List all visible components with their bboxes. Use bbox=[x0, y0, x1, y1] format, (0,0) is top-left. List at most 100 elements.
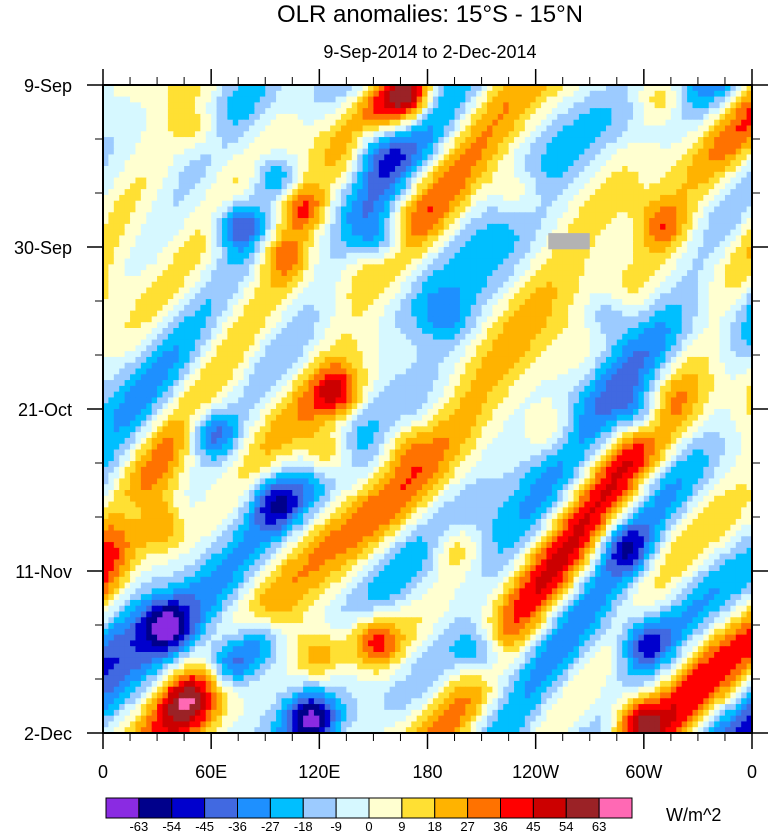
heatmap-cell bbox=[703, 258, 710, 265]
heatmap-cell bbox=[573, 247, 580, 254]
heatmap-cell bbox=[216, 102, 223, 109]
heatmap-cell bbox=[562, 281, 569, 289]
heatmap-cell bbox=[400, 304, 407, 312]
heatmap-cell bbox=[113, 137, 120, 144]
heatmap-cell bbox=[573, 212, 580, 219]
heatmap-cell bbox=[676, 183, 683, 190]
heatmap-cell bbox=[541, 90, 548, 98]
heatmap-cell bbox=[151, 102, 158, 109]
heatmap-cell bbox=[308, 102, 315, 109]
heatmap-cell bbox=[335, 131, 342, 138]
heatmap-cell bbox=[681, 189, 688, 196]
heatmap-cell bbox=[103, 85, 110, 92]
heatmap-cell bbox=[119, 310, 126, 318]
heatmap-cell bbox=[232, 310, 239, 318]
heatmap-cell bbox=[319, 96, 326, 103]
heatmap-cell bbox=[633, 131, 640, 138]
heatmap-cell bbox=[238, 108, 245, 115]
heatmap-cell bbox=[416, 316, 423, 323]
heatmap-cell bbox=[600, 200, 607, 208]
heatmap-cell bbox=[611, 316, 618, 323]
heatmap-cell bbox=[335, 235, 342, 242]
heatmap-cell bbox=[568, 229, 575, 237]
heatmap-cell bbox=[611, 90, 618, 98]
heatmap-cell bbox=[514, 275, 521, 283]
heatmap-cell bbox=[681, 137, 688, 144]
heatmap-cell bbox=[735, 293, 742, 300]
heatmap-cell bbox=[573, 160, 580, 167]
heatmap-cell bbox=[276, 154, 283, 161]
heatmap-cell bbox=[622, 154, 629, 161]
heatmap-cell bbox=[546, 252, 553, 260]
heatmap-cell bbox=[422, 281, 429, 289]
heatmap-cell bbox=[486, 316, 493, 323]
heatmap-cell bbox=[286, 194, 293, 202]
heatmap-cell bbox=[178, 108, 185, 115]
heatmap-cell bbox=[627, 270, 634, 277]
heatmap-cell bbox=[557, 258, 564, 265]
chart-title: OLR anomalies: 15°S - 15°N bbox=[277, 1, 583, 28]
heatmap-cell bbox=[719, 183, 726, 190]
heatmap-cell bbox=[140, 125, 147, 132]
heatmap-cell bbox=[395, 247, 402, 254]
heatmap-cell bbox=[730, 247, 737, 254]
heatmap-cell bbox=[514, 281, 521, 289]
heatmap-cell bbox=[454, 119, 461, 127]
heatmap-cell bbox=[703, 212, 710, 219]
heatmap-cell bbox=[524, 85, 531, 92]
heatmap-cell bbox=[443, 90, 450, 98]
heatmap-cell bbox=[135, 218, 142, 225]
heatmap-cell bbox=[232, 281, 239, 289]
heatmap-cell bbox=[557, 304, 564, 312]
heatmap-cell bbox=[600, 166, 607, 173]
heatmap-cell bbox=[459, 316, 466, 323]
heatmap-cell bbox=[708, 166, 715, 173]
heatmap-cell bbox=[649, 212, 656, 219]
heatmap-cell bbox=[416, 171, 423, 179]
heatmap-cell bbox=[357, 177, 364, 184]
heatmap-cell bbox=[108, 206, 115, 213]
heatmap-cell bbox=[459, 252, 466, 260]
heatmap-cell bbox=[162, 119, 169, 127]
heatmap-cell bbox=[130, 293, 137, 300]
heatmap-cell bbox=[373, 154, 380, 161]
heatmap-cell bbox=[281, 235, 288, 242]
heatmap-cell bbox=[573, 310, 580, 318]
heatmap-cell bbox=[173, 85, 180, 92]
heatmap-cell bbox=[216, 125, 223, 132]
heatmap-cell bbox=[286, 142, 293, 150]
heatmap-cell bbox=[173, 102, 180, 109]
heatmap-cell bbox=[281, 275, 288, 283]
heatmap-cell bbox=[113, 160, 120, 167]
heatmap-cell bbox=[676, 102, 683, 109]
heatmap-cell bbox=[346, 102, 353, 109]
heatmap-cell bbox=[687, 299, 694, 306]
heatmap-cell bbox=[633, 194, 640, 202]
heatmap-cell bbox=[189, 189, 196, 196]
heatmap-cell bbox=[281, 252, 288, 260]
heatmap-cell bbox=[340, 142, 347, 150]
heatmap-cell bbox=[589, 293, 596, 300]
heatmap-cell bbox=[476, 194, 483, 202]
heatmap-cell bbox=[584, 310, 591, 318]
heatmap-cell bbox=[373, 241, 380, 248]
heatmap-cell bbox=[703, 171, 710, 179]
heatmap-cell bbox=[405, 96, 412, 103]
heatmap-cell bbox=[551, 96, 558, 103]
heatmap-cell bbox=[313, 241, 320, 248]
heatmap-cell bbox=[124, 322, 131, 329]
heatmap-cell bbox=[708, 102, 715, 109]
heatmap-cell bbox=[438, 90, 445, 98]
heatmap-cell bbox=[286, 304, 293, 312]
heatmap-cell bbox=[497, 247, 504, 254]
heatmap-cell bbox=[119, 183, 126, 190]
heatmap-cell bbox=[113, 85, 120, 92]
heatmap-cell bbox=[508, 137, 515, 144]
heatmap-cell bbox=[557, 218, 564, 225]
heatmap-cell bbox=[730, 90, 737, 98]
heatmap-cell bbox=[362, 299, 369, 306]
heatmap-cell bbox=[119, 299, 126, 306]
heatmap-cell bbox=[276, 229, 283, 237]
heatmap-cell bbox=[384, 189, 391, 196]
heatmap-cell bbox=[654, 275, 661, 283]
